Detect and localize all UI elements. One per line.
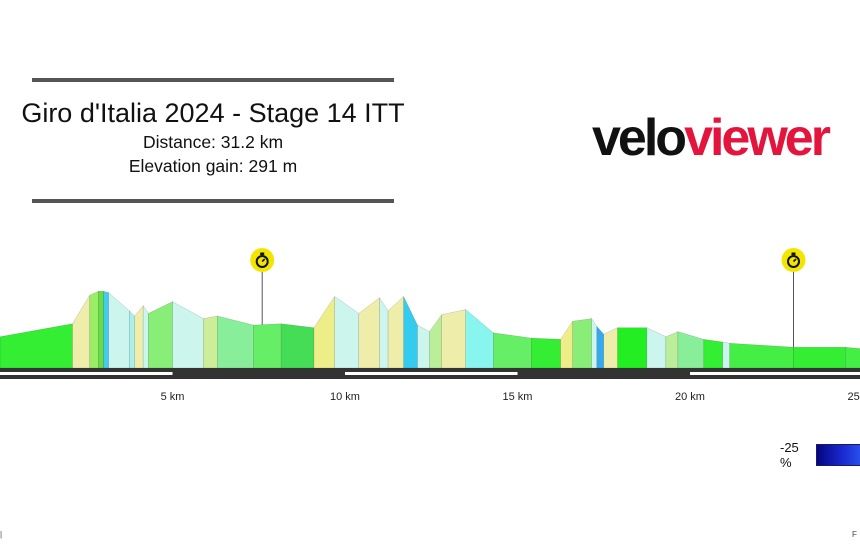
footer-right-mark: F [852, 530, 857, 539]
profile-segment-20 [387, 295, 404, 369]
profile-segment-15 [280, 323, 315, 369]
profile-segment-3 [89, 290, 99, 369]
elevation-gain-label: Elevation gain: 291 m [128, 156, 298, 176]
page-title: Giro d'Italia 2024 - Stage 14 ITT [21, 98, 405, 128]
x-tick-label: 20 km [675, 391, 705, 403]
time-check-markers [250, 248, 806, 348]
elevation-profile-chart: 5 km 10 km 15 km 20 km 25 km [0, 248, 860, 403]
profile-segment-39 [729, 343, 794, 369]
stopwatch-icon [255, 252, 269, 268]
title-bottom-rule [32, 199, 394, 203]
profile-segment-18 [358, 297, 380, 369]
distance-stripe-band [690, 372, 860, 375]
profile-segment-8 [134, 304, 144, 369]
title-block: Giro d'Italia 2024 - Stage 14 ITT Distan… [0, 96, 426, 178]
time-check-badge [781, 248, 806, 272]
profile-segment-11 [172, 301, 204, 369]
title-top-rule [32, 78, 394, 82]
profile-segment-37 [703, 339, 724, 369]
logo-velo: velo [592, 109, 687, 167]
gradient-legend-label: -25 % [780, 440, 799, 470]
distance-stripe [0, 368, 860, 379]
profile-segment-40 [793, 346, 846, 369]
x-axis-ticks: 5 km 10 km 15 km 20 km 25 km [161, 391, 860, 403]
profile-segment-41 [845, 346, 860, 369]
profile-segment-36 [677, 331, 705, 369]
profile-segment-13 [217, 315, 254, 369]
x-tick-label: 25 km [848, 391, 860, 403]
distance-stripe-band [345, 372, 518, 375]
profile-segment-34 [646, 327, 667, 369]
profile-segment-30 [591, 317, 598, 369]
profile-segments [0, 290, 860, 369]
profile-segment-16 [313, 295, 335, 369]
profile-segment-19 [379, 296, 389, 369]
footer-left-mark: | [0, 530, 3, 539]
profile-segment-22 [417, 324, 430, 369]
distance-label: Distance: 31.2 km [142, 132, 284, 152]
profile-segment-38 [722, 341, 730, 369]
profile-segment-27 [531, 337, 561, 369]
logo-viewer: viewer [684, 109, 831, 167]
profile-segment-35 [665, 331, 679, 369]
profile-segment-2 [72, 294, 90, 369]
stopwatch-icon [787, 252, 800, 268]
profile-segment-6 [108, 292, 130, 369]
profile-segment-25 [465, 308, 494, 369]
profile-segment-23 [429, 313, 442, 369]
profile-segment-12 [203, 315, 218, 369]
gradient-legend: -25 % [780, 440, 860, 470]
profile-segment-14 [253, 323, 282, 369]
profile-segment-28 [560, 320, 573, 369]
x-tick-label: 10 km [330, 391, 360, 403]
profile-segment-9 [142, 304, 149, 369]
time-check-badge [250, 248, 275, 272]
profile-segment-5 [103, 290, 109, 369]
profile-segment-1 [0, 323, 73, 369]
profile-segment-29 [572, 318, 592, 369]
x-tick-label: 5 km [161, 391, 185, 403]
profile-segment-21 [403, 296, 418, 369]
veloviewer-logo: veloviewer [592, 108, 831, 168]
profile-segment-7 [129, 310, 135, 369]
distance-stripe-band [0, 372, 173, 375]
gradient-legend-bar [816, 444, 860, 466]
profile-segment-4 [98, 291, 104, 369]
profile-segment-32 [603, 327, 618, 369]
profile-segment-26 [493, 332, 532, 369]
time-check-marker-1 [250, 248, 275, 325]
profile-segment-31 [596, 325, 604, 369]
profile-segment-10 [148, 301, 173, 369]
profile-segment-24 [441, 309, 466, 369]
profile-segment-33 [617, 327, 648, 369]
x-tick-label: 15 km [503, 391, 533, 403]
time-check-marker-2 [781, 248, 806, 348]
profile-segment-17 [334, 296, 360, 369]
